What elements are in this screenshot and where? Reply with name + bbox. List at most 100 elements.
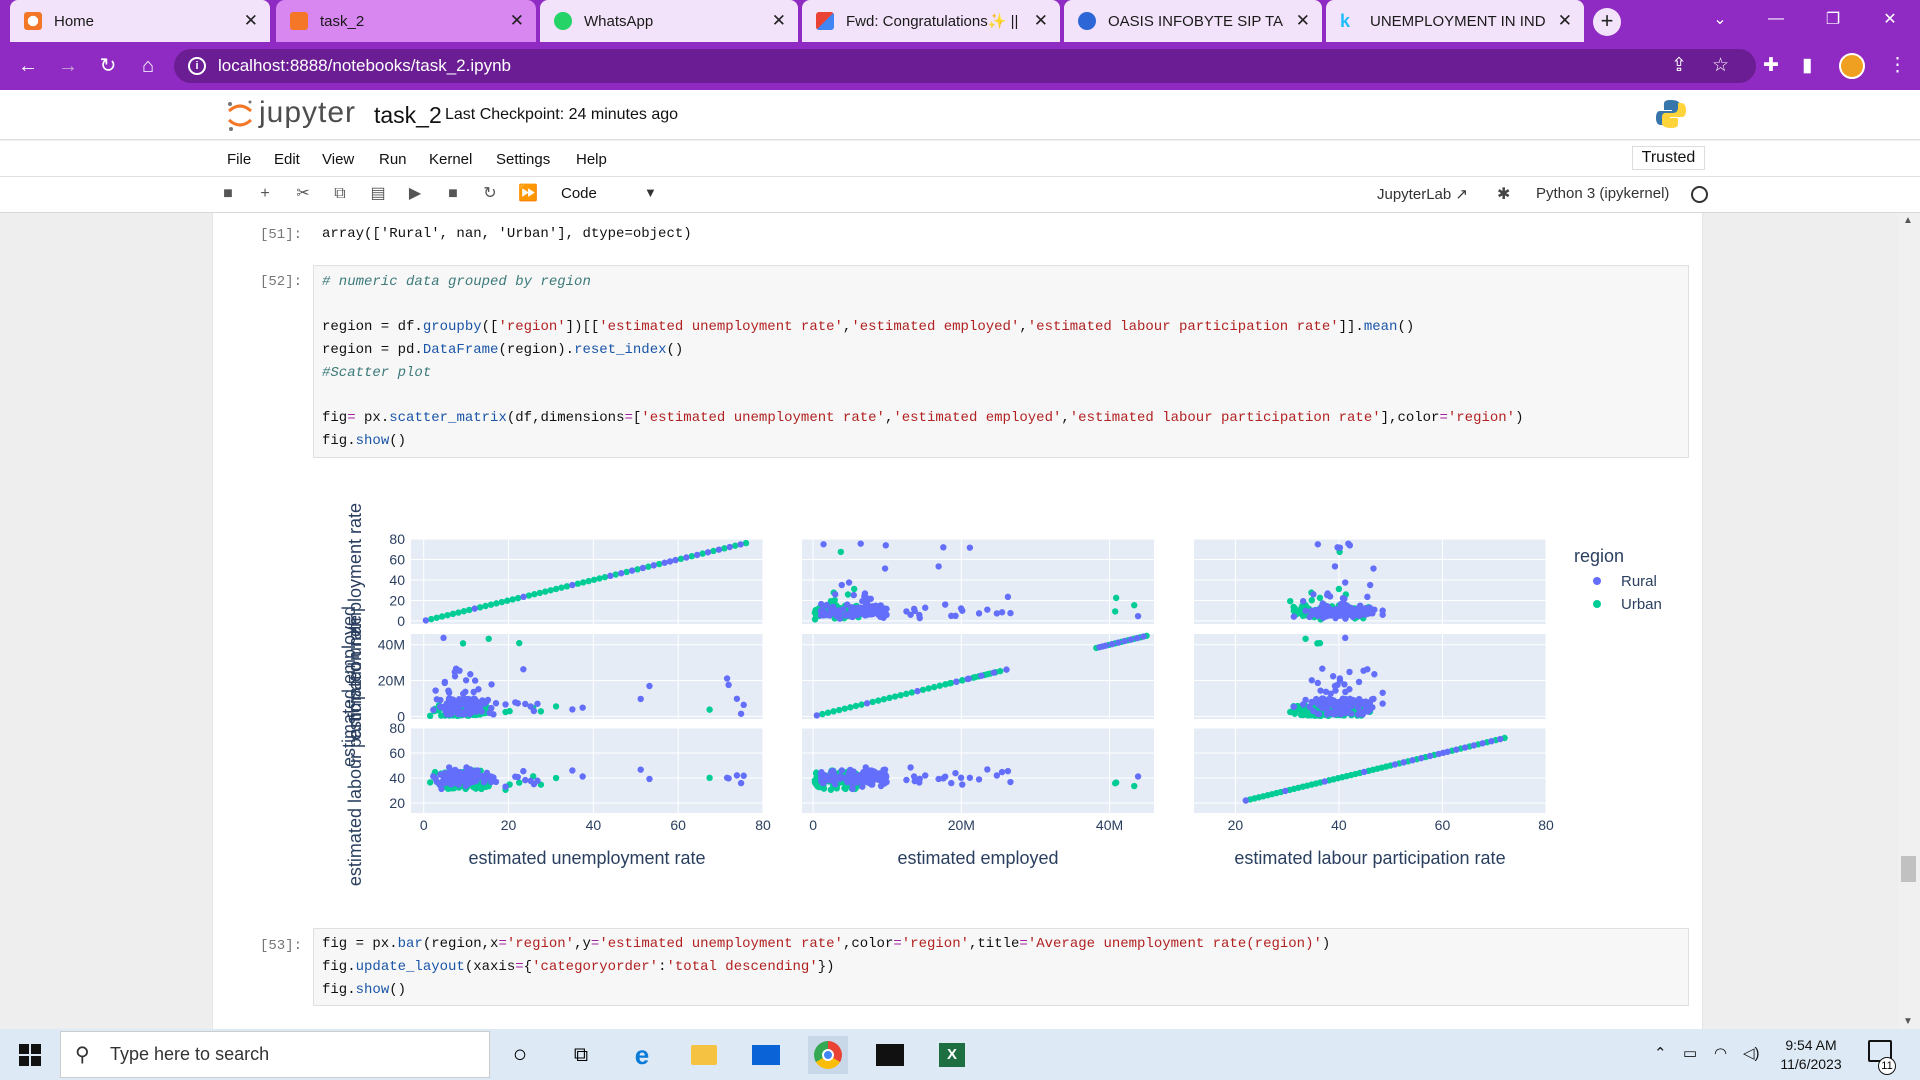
home-icon[interactable]: ⌂ [141,55,155,77]
bookmark-star-icon[interactable]: ☆ [1712,55,1730,76]
task-view-icon[interactable]: ⧉ [573,1043,589,1066]
chrome-icon[interactable] [808,1036,848,1074]
tab-gmail[interactable]: Fwd: Congratulations✨ || ✕ [802,0,1060,42]
sidepanel-icon[interactable]: ▮ [1802,55,1813,76]
data-point [520,767,527,775]
tab-whatsapp[interactable]: WhatsApp ✕ [540,0,798,42]
tab-oasis[interactable]: OASIS INFOBYTE SIP TASK ✕ [1064,0,1322,42]
menu-kernel[interactable]: Kernel [429,151,473,168]
data-point [634,566,641,573]
data-point [827,786,835,793]
data-point [1379,607,1386,614]
data-point [462,677,470,684]
menu-file[interactable]: File [227,151,252,168]
url-bar[interactable] [174,49,1756,83]
data-point [1108,640,1116,648]
info-icon[interactable]: i [188,57,206,75]
scrollbar[interactable]: ▲ ▼ [1898,213,1920,1029]
close-icon[interactable]: ✕ [1295,11,1310,30]
tab-label: task_2 [320,12,365,30]
save-icon[interactable]: ■ [223,185,233,202]
data-point [737,779,745,787]
reload-icon[interactable]: ↻ [99,55,117,77]
data-point [832,591,839,598]
code-line: fig.update_layout(xaxis={'categoryorder'… [322,959,835,975]
scrollbar-thumb[interactable] [1901,856,1916,882]
restore-icon[interactable]: ❐ [1825,11,1841,28]
extensions-icon[interactable]: ✚ [1763,55,1779,76]
avatar[interactable] [1839,53,1865,79]
taskbar-search-box[interactable] [60,1031,490,1078]
cut-icon[interactable]: ✂ [296,185,310,202]
cell-type-select[interactable]: Code [561,185,597,202]
code-cell-input[interactable] [313,265,1689,458]
kernel-name[interactable]: Python 3 (ipykernel) [1536,185,1670,202]
copy-icon[interactable]: ⧉ [334,185,346,202]
mail-icon[interactable] [746,1036,786,1074]
data-point [881,565,889,572]
wifi-icon[interactable]: ◠ [1714,1045,1728,1062]
menu-edit[interactable]: Edit [274,151,300,168]
chevron-up-icon[interactable]: ⌃ [1654,1045,1667,1062]
y-tick-label: 80 [389,531,405,547]
y-tick-label: 60 [389,745,405,761]
jupyterlab-link[interactable]: JupyterLab ↗ [1377,185,1468,203]
run-all-icon[interactable]: ⏩ [518,185,538,202]
url-text[interactable]: localhost:8888/notebooks/task_2.ipynb [218,56,511,75]
back-icon[interactable]: ← [18,55,38,77]
close-icon[interactable]: ✕ [1033,11,1048,30]
run-icon[interactable]: ▶ [408,185,422,202]
windows-start-icon[interactable] [10,1036,50,1074]
close-icon[interactable]: ✕ [771,11,786,30]
new-tab-button[interactable]: + [1593,8,1621,36]
chevron-down-icon[interactable]: ▼ [644,185,657,200]
menu-settings[interactable]: Settings [496,151,551,168]
close-icon[interactable]: ✕ [1557,11,1572,30]
terminal-icon[interactable] [870,1036,910,1074]
clock[interactable]: 9:54 AM 11/6/2023 [1776,1036,1846,1074]
menu-view[interactable]: View [322,151,355,168]
close-window-icon[interactable]: ✕ [1883,11,1897,28]
trusted-indicator[interactable]: Trusted [1632,146,1705,170]
tab-search-icon[interactable]: ⌄ [1713,11,1727,28]
add-cell-icon[interactable]: + [260,185,270,202]
stop-icon[interactable]: ■ [448,185,458,202]
menu-run[interactable]: Run [379,151,407,168]
forward-icon[interactable]: → [58,55,78,77]
paste-icon[interactable]: ▤ [370,185,386,202]
close-icon[interactable]: ✕ [243,11,258,30]
data-point [876,606,883,614]
menu-dots-icon[interactable]: ⋮ [1888,55,1907,76]
tab-task2[interactable]: task_2 ✕ [276,0,536,42]
code-cell-input[interactable] [313,928,1689,1006]
tab-kaggle[interactable]: k UNEMPLOYMENT IN INDIA ✕ [1326,0,1584,42]
data-point [1327,690,1334,697]
notebook-name[interactable]: task_2 [374,102,442,128]
data-point [1319,609,1326,617]
share-icon[interactable]: ⇪ [1671,55,1687,76]
minimize-icon[interactable]: — [1768,10,1784,27]
y-tick-label: 40M [378,637,405,653]
cortana-icon[interactable]: ○ [512,1041,528,1068]
search-placeholder[interactable]: Type here to search [110,1044,270,1064]
close-icon[interactable]: ✕ [509,11,524,30]
battery-icon[interactable]: ▭ [1683,1045,1698,1062]
x-tick-label: 0 [420,817,428,833]
file-explorer-icon[interactable] [684,1036,724,1074]
data-point [470,688,477,696]
debugger-icon[interactable]: ✱ [1497,186,1511,203]
scroll-up-icon[interactable]: ▲ [1903,215,1913,226]
tab-home[interactable]: Home ✕ [10,0,270,42]
edge-icon[interactable]: e [634,1039,650,1070]
menu-help[interactable]: Help [576,151,607,168]
restart-icon[interactable]: ↻ [483,185,497,202]
scroll-down-icon[interactable]: ▼ [1903,1016,1913,1027]
data-point [534,700,541,707]
python-logo-icon [1656,100,1686,128]
jupyter-logo-icon[interactable] [226,98,254,132]
jupyter-wordmark: jupyter [259,96,357,129]
volume-icon[interactable]: ◁) [1743,1045,1760,1062]
data-point [1302,607,1309,614]
excel-icon[interactable]: X [932,1036,972,1074]
